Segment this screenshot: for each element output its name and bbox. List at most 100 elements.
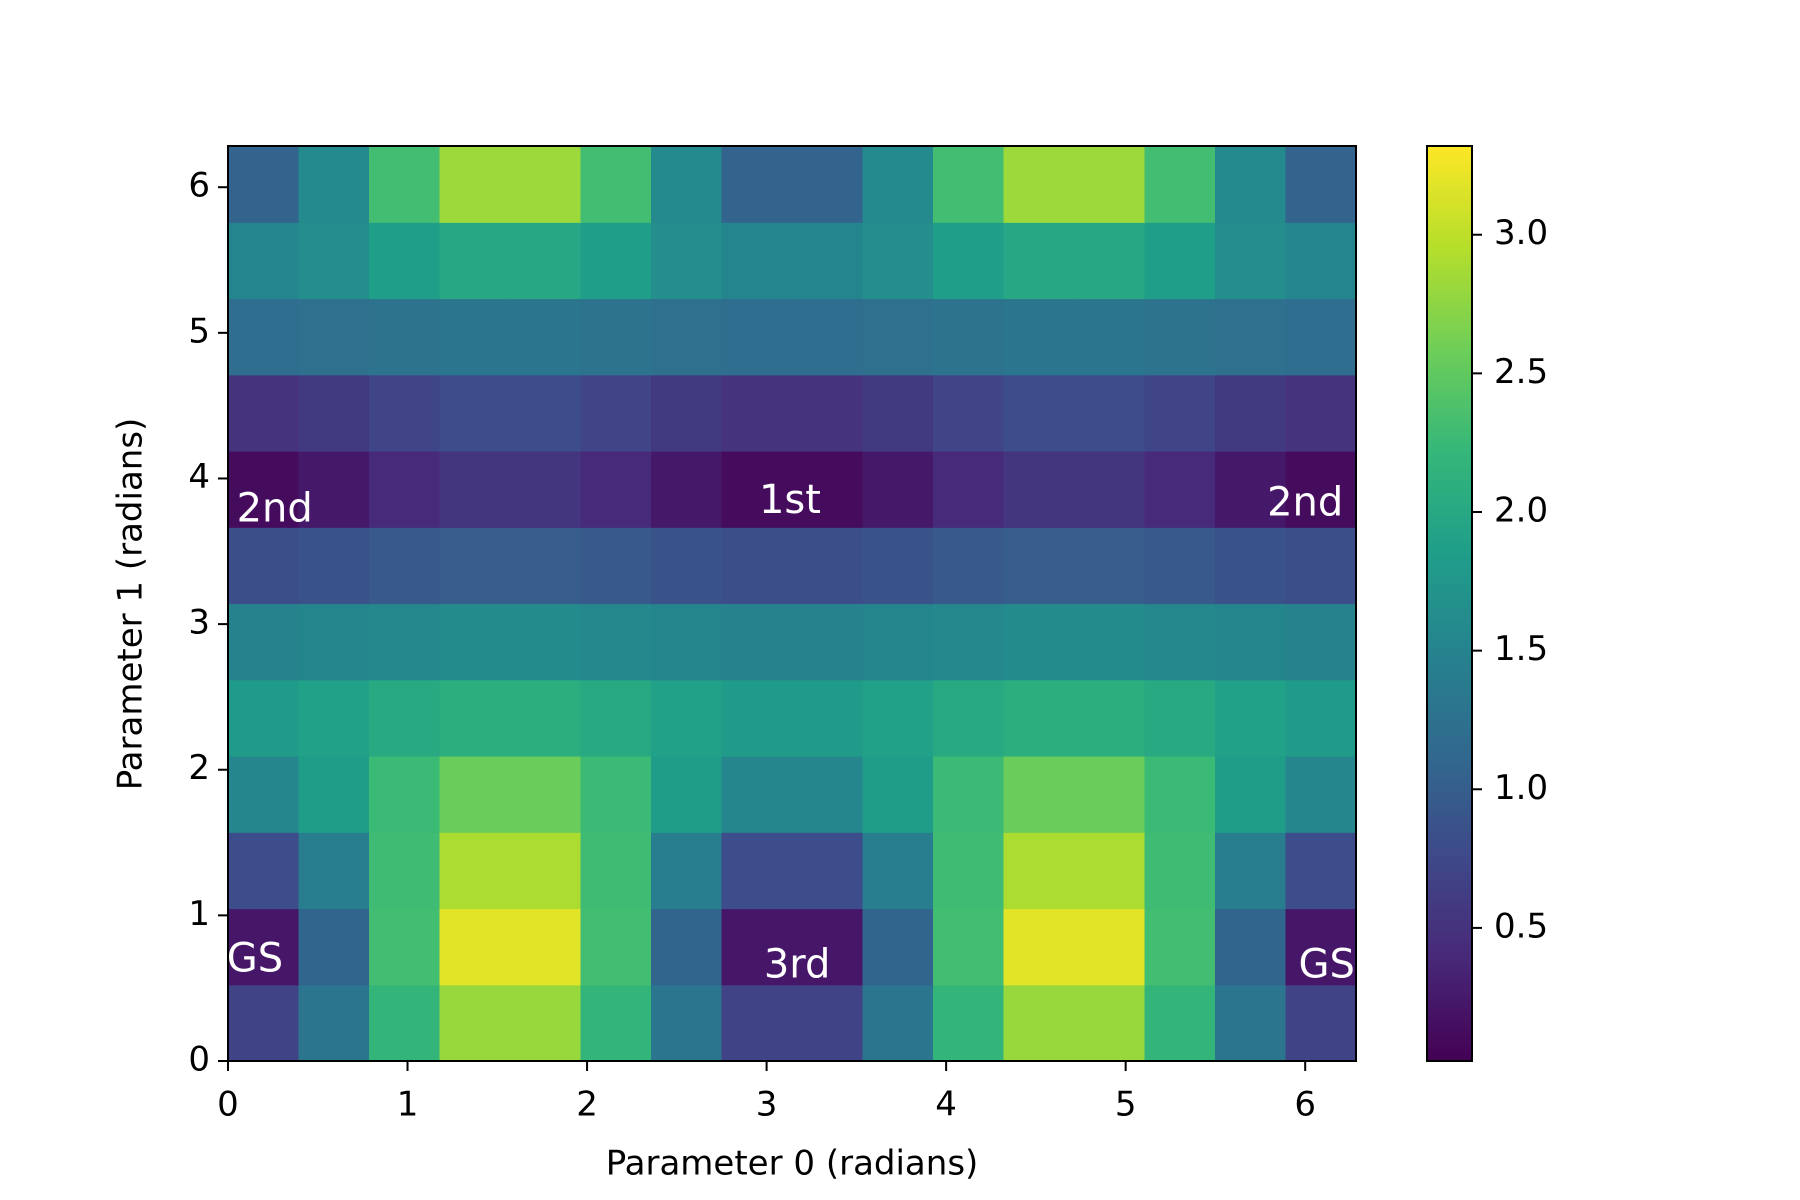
heatmap-cell xyxy=(228,908,300,986)
heatmap-cell xyxy=(1285,222,1357,300)
heatmap-cell xyxy=(1074,527,1146,605)
heatmap-cell xyxy=(510,603,582,681)
heatmap-cell xyxy=(580,222,652,300)
heatmap-cell xyxy=(369,374,441,452)
heatmap-cell xyxy=(933,984,1005,1062)
heatmap-cell xyxy=(1074,146,1146,223)
heatmap-cell xyxy=(298,756,370,833)
heatmap-cell xyxy=(1003,527,1075,605)
heatmap-cell xyxy=(721,832,793,910)
heatmap-cell xyxy=(792,756,864,833)
heatmap-cell xyxy=(1144,451,1216,528)
heatmap-cell xyxy=(1285,603,1357,681)
heatmap-cell xyxy=(510,146,582,223)
heatmap-cell xyxy=(1285,451,1357,528)
heatmap-cell xyxy=(862,222,934,300)
heatmap-cell xyxy=(1285,984,1357,1062)
heatmap-cell xyxy=(1003,146,1075,223)
annotation: GS xyxy=(1299,941,1355,987)
heatmap-cell xyxy=(651,679,723,757)
heatmap-cell xyxy=(1074,222,1146,300)
heatmap-cell xyxy=(1285,298,1357,376)
heatmap-cell xyxy=(439,222,511,300)
x-tick-label: 0 xyxy=(217,1085,239,1125)
y-tick-label: 6 xyxy=(188,166,210,206)
heatmap-cell xyxy=(510,298,582,376)
heatmap-cell xyxy=(1144,832,1216,910)
heatmap-cell xyxy=(1003,679,1075,757)
heatmap-cell xyxy=(1215,908,1287,986)
heatmap-cell xyxy=(228,527,300,605)
heatmap-cell xyxy=(792,832,864,910)
heatmap-cell xyxy=(862,908,934,986)
heatmap-cell xyxy=(580,756,652,833)
heatmap-cell xyxy=(1074,374,1146,452)
heatmap-cell xyxy=(792,146,864,223)
heatmap-cell xyxy=(1074,908,1146,986)
heatmap-cell xyxy=(933,298,1005,376)
heatmap-cell xyxy=(1285,146,1357,223)
heatmap-cell xyxy=(439,832,511,910)
heatmap-cell xyxy=(228,298,300,376)
heatmap-cell xyxy=(1074,451,1146,528)
colorbar-tick-label: 1.5 xyxy=(1494,629,1548,669)
heatmap-cell xyxy=(651,527,723,605)
y-tick-label: 1 xyxy=(188,894,210,934)
annotation: GS xyxy=(227,936,283,982)
heatmap-cell xyxy=(1215,756,1287,833)
heatmap-cell xyxy=(369,527,441,605)
heatmap-cell xyxy=(369,832,441,910)
heatmap-cell xyxy=(298,984,370,1062)
colorbar-tick-label: 3.0 xyxy=(1494,213,1548,253)
annotation: 2nd xyxy=(1267,480,1343,526)
heatmap-cell xyxy=(933,146,1005,223)
plot-frame xyxy=(227,145,1357,1062)
heatmap-cell xyxy=(1003,984,1075,1062)
heatmap-cell xyxy=(1144,908,1216,986)
heatmap-cell xyxy=(1285,679,1357,757)
heatmap-cell xyxy=(651,984,723,1062)
heatmap-cell xyxy=(792,527,864,605)
heatmap-cell xyxy=(228,603,300,681)
heatmap-cell xyxy=(580,832,652,910)
heatmap-cell xyxy=(228,222,300,300)
heatmap-cell xyxy=(510,451,582,528)
heatmap-cell xyxy=(1215,298,1287,376)
heatmap-cell xyxy=(721,374,793,452)
heatmap-cell xyxy=(369,984,441,1062)
heatmap-cell xyxy=(1215,146,1287,223)
heatmap-cell xyxy=(792,222,864,300)
heatmap-cell xyxy=(792,984,864,1062)
heatmap-cell xyxy=(1215,222,1287,300)
heatmap-cell xyxy=(1285,374,1357,452)
annotation: 1st xyxy=(759,477,821,523)
heatmap-cell xyxy=(862,527,934,605)
heatmap-cell xyxy=(1285,832,1357,910)
heatmap-cell xyxy=(439,908,511,986)
x-axis-label: Parameter 0 (radians) xyxy=(606,1144,979,1184)
heatmap-cell xyxy=(298,374,370,452)
heatmap-cell xyxy=(1003,222,1075,300)
heatmap-cell xyxy=(651,298,723,376)
y-tick-label: 3 xyxy=(188,603,210,643)
heatmap-cell xyxy=(580,984,652,1062)
heatmap-cell xyxy=(862,298,934,376)
heatmap-cell xyxy=(510,756,582,833)
heatmap-cell xyxy=(1003,603,1075,681)
x-tick-label: 1 xyxy=(397,1085,419,1125)
heatmap-cell xyxy=(510,984,582,1062)
heatmap-cell xyxy=(298,222,370,300)
heatmap-cell xyxy=(1003,756,1075,833)
heatmap-cell xyxy=(580,374,652,452)
heatmap-cell xyxy=(721,984,793,1062)
heatmap-cell xyxy=(228,832,300,910)
heatmap-cell xyxy=(1144,984,1216,1062)
heatmap-cell xyxy=(510,679,582,757)
heatmap-cell xyxy=(580,298,652,376)
heatmap-cell xyxy=(1074,603,1146,681)
heatmap-cell xyxy=(1215,374,1287,452)
annotation: 3rd xyxy=(764,941,831,987)
heatmap-cell xyxy=(580,451,652,528)
heatmap-cell xyxy=(862,603,934,681)
